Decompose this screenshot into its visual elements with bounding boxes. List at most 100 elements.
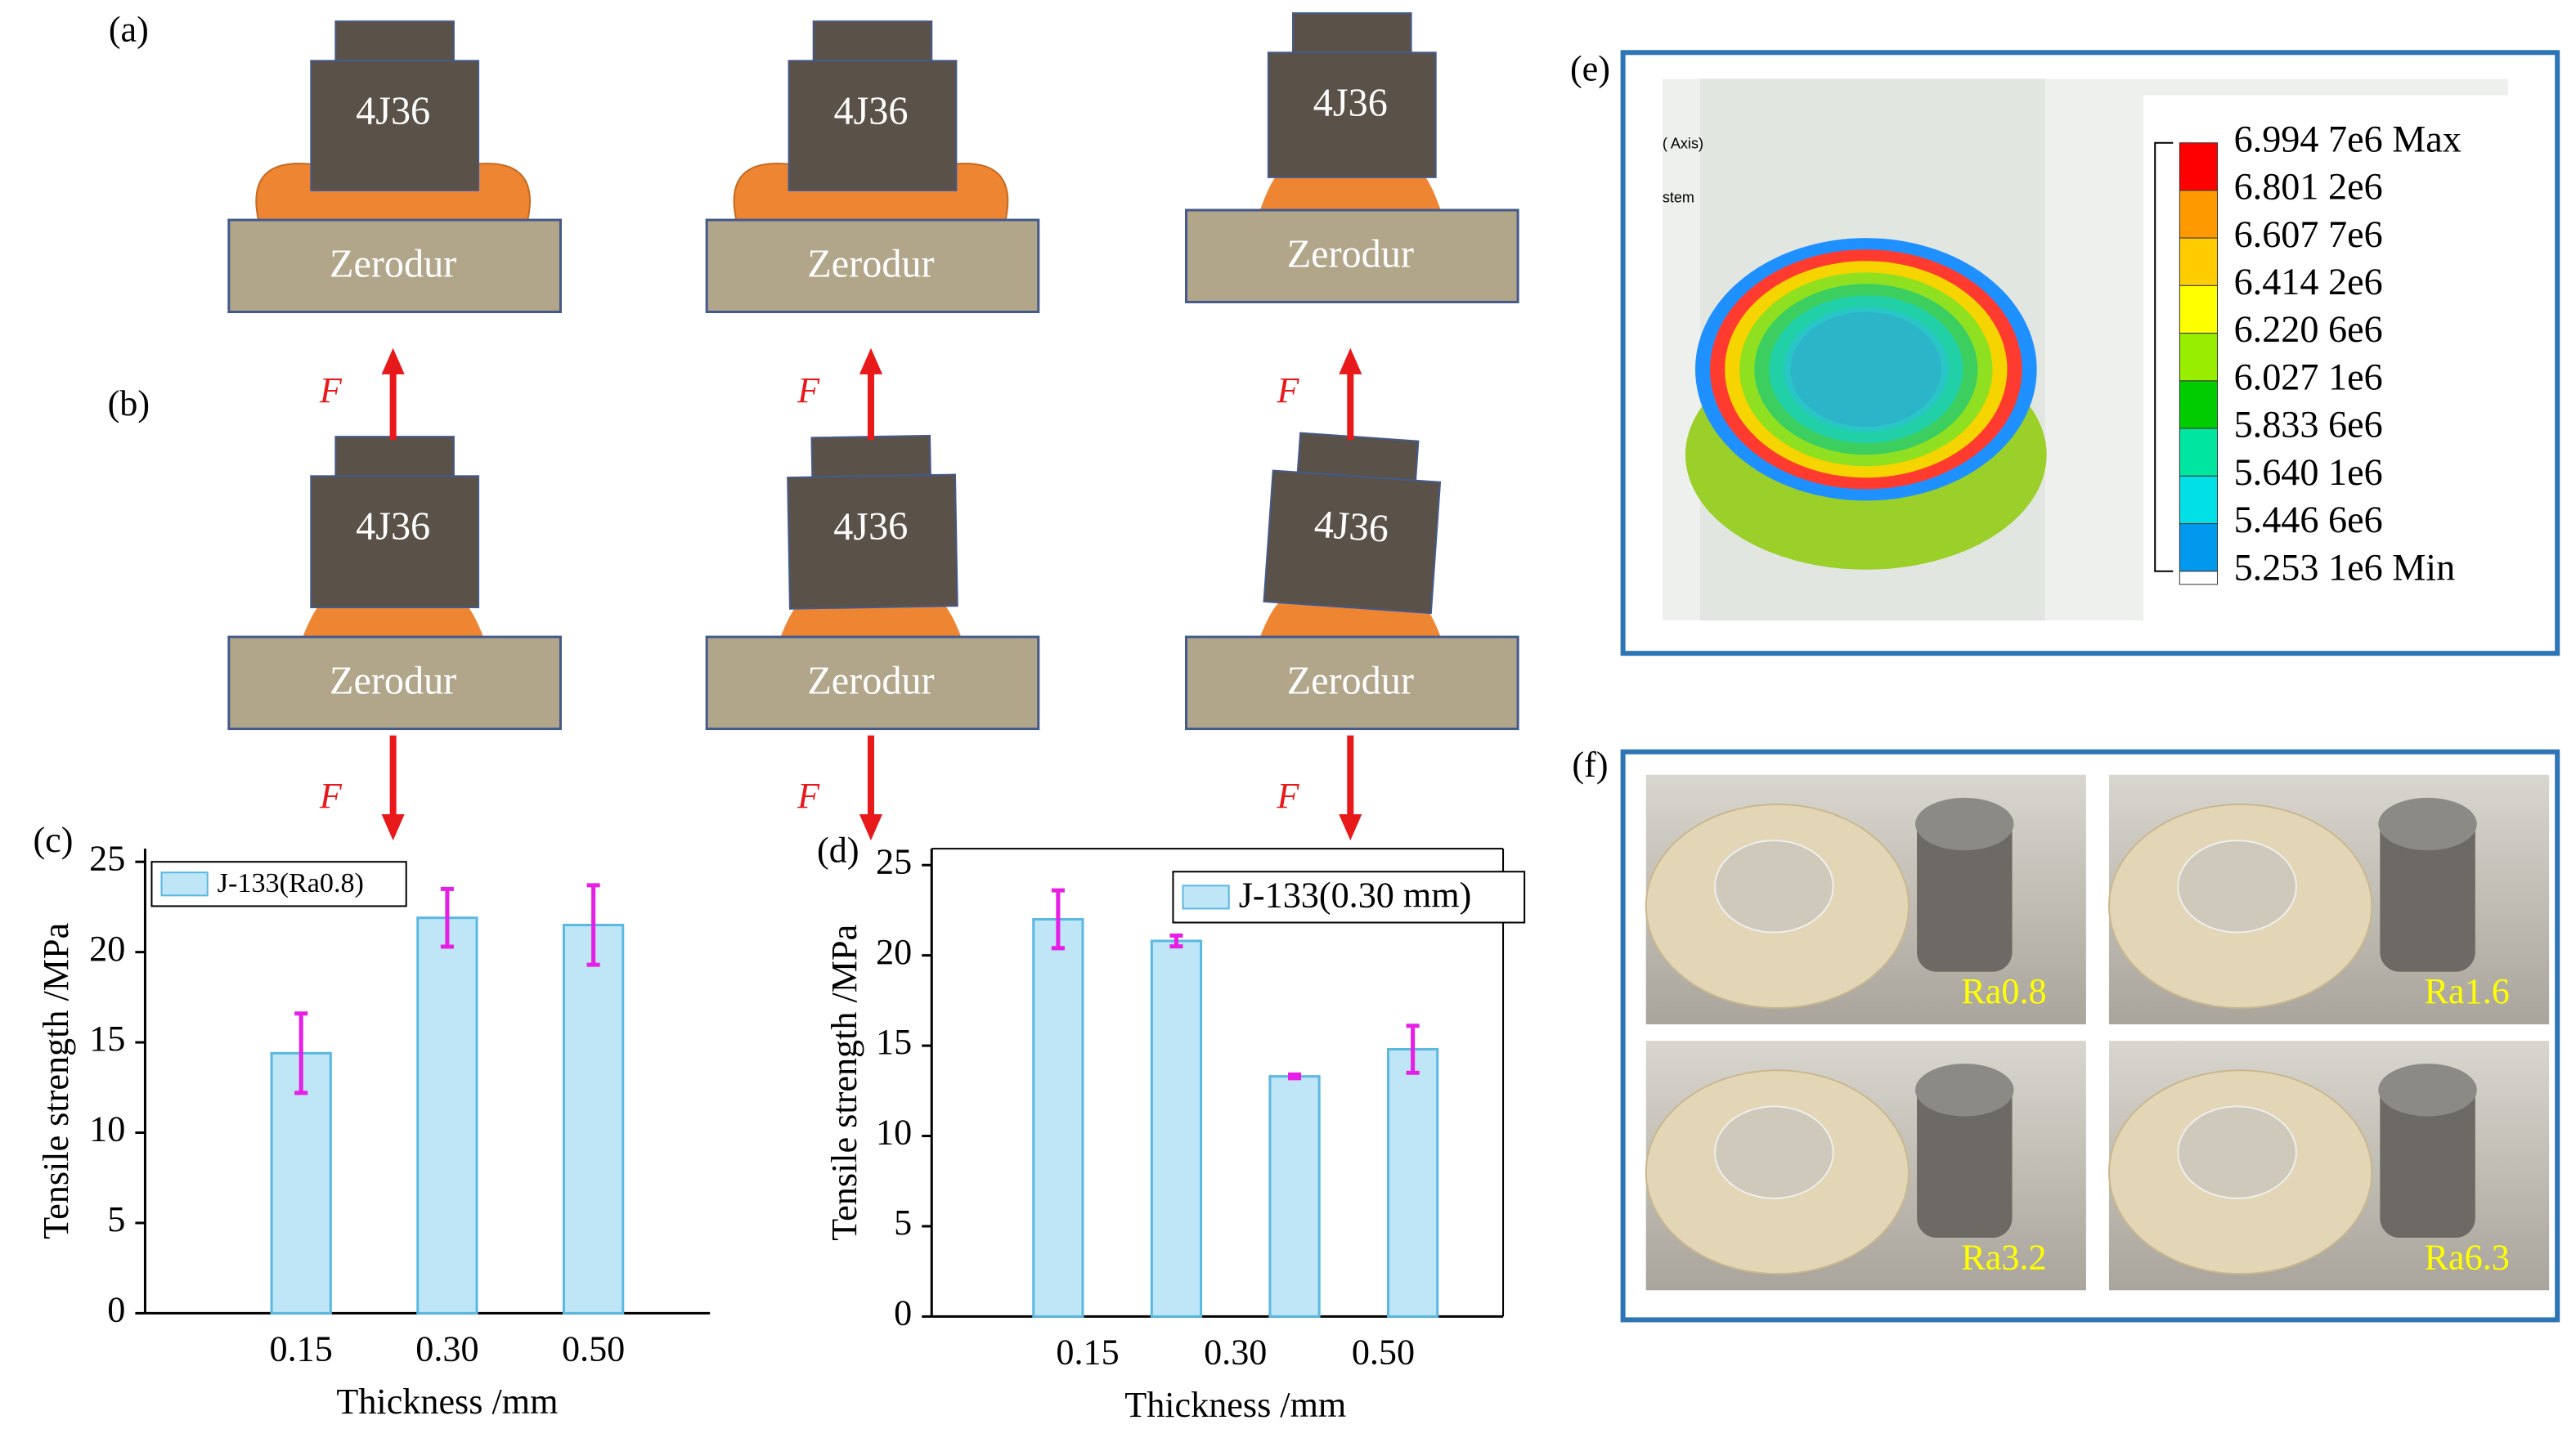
arrow-head bbox=[381, 813, 405, 841]
y-tick-label: 0 bbox=[107, 1290, 125, 1330]
panel-frame bbox=[1620, 749, 2560, 1323]
y-tick-label: 15 bbox=[89, 1019, 125, 1059]
bond-area bbox=[2177, 1105, 2297, 1199]
bar bbox=[562, 923, 625, 1315]
level-label: 5.833 6e6 bbox=[2234, 404, 2383, 446]
x-axis-label: Thickness /mm bbox=[336, 1382, 558, 1422]
cap bbox=[334, 20, 455, 62]
4j36-label: 4J36 bbox=[356, 90, 430, 133]
4j36-block bbox=[310, 60, 480, 191]
x-tick-label: 0.50 bbox=[562, 1329, 625, 1369]
arrow-head bbox=[381, 347, 405, 374]
panel-label: (c) bbox=[33, 820, 73, 860]
color-swatch bbox=[2179, 571, 2219, 585]
zerodur-block bbox=[227, 218, 562, 314]
x-axis-label: Thickness /mm bbox=[1124, 1385, 1346, 1425]
4j36-label: 4J36 bbox=[356, 505, 430, 549]
photo-label: Ra3.2 bbox=[1961, 1237, 2046, 1277]
metal-cylinder bbox=[2380, 1073, 2475, 1239]
upper-part: 4J36 bbox=[310, 20, 480, 191]
bar bbox=[1032, 917, 1084, 1318]
diagram: Zerodur 4J36 bbox=[227, 436, 562, 731]
level-label: 6.027 1e6 bbox=[2234, 356, 2383, 397]
zerodur-label: Zerodur bbox=[807, 659, 934, 702]
panel-label: (f) bbox=[1572, 745, 1608, 785]
diagram: Zerodur 4J36 bbox=[1184, 12, 1519, 303]
level-label: 6.220 6e6 bbox=[2234, 308, 2383, 350]
color-swatch bbox=[2179, 284, 2219, 334]
color-swatch bbox=[2179, 428, 2219, 477]
legend-swatch bbox=[160, 871, 209, 897]
level-label: 6.607 7e6 bbox=[2234, 213, 2383, 255]
bar bbox=[270, 1051, 332, 1315]
color-swatch bbox=[2179, 380, 2219, 429]
legend-swatch bbox=[1182, 885, 1230, 910]
diagram: Zerodur 4J36 bbox=[1184, 432, 1519, 731]
legend-box bbox=[1172, 871, 1526, 924]
photo-label: Ra1.6 bbox=[2425, 971, 2510, 1011]
bar bbox=[1268, 1075, 1321, 1318]
4j36-label: 4J36 bbox=[833, 504, 909, 549]
system-text: stem bbox=[1663, 190, 1694, 206]
disk-center bbox=[1790, 311, 1942, 428]
legend-label: J-133(Ra0.8) bbox=[218, 868, 364, 898]
y-axis-label: Tensile strength /MPa bbox=[36, 923, 76, 1239]
metal-cylinder bbox=[1917, 807, 2013, 972]
level-label: 6.801 2e6 bbox=[2234, 166, 2383, 208]
zerodur-label: Zerodur bbox=[807, 242, 934, 285]
color-swatch bbox=[2179, 237, 2219, 286]
y-tick-label: 15 bbox=[876, 1022, 912, 1062]
force-label: F bbox=[797, 370, 820, 410]
cap bbox=[1292, 12, 1412, 54]
arrow-head bbox=[1339, 347, 1362, 374]
panel-label: (e) bbox=[1570, 48, 1610, 88]
solder bbox=[303, 600, 484, 638]
4j36-block bbox=[1263, 469, 1442, 615]
zerodur-block bbox=[227, 635, 562, 731]
cylinder-top bbox=[2378, 1064, 2477, 1117]
cap bbox=[334, 436, 455, 477]
panel-label: (b) bbox=[108, 383, 150, 423]
x-tick-label: 0.15 bbox=[270, 1329, 333, 1369]
4j36-label: 4J36 bbox=[1313, 503, 1390, 551]
level-label: 5.446 6e6 bbox=[2234, 499, 2383, 540]
cap bbox=[810, 434, 931, 478]
zerodur-block bbox=[1184, 635, 1519, 731]
y-tick-label: 5 bbox=[107, 1199, 125, 1239]
upper-part: 4J36 bbox=[1263, 432, 1442, 615]
diagram: Zerodur 4J36 bbox=[705, 434, 1040, 731]
y-tick-label: 0 bbox=[894, 1293, 912, 1333]
arrow-head bbox=[859, 813, 883, 841]
level-label: 5.640 1e6 bbox=[2234, 451, 2383, 493]
upper-part: 4J36 bbox=[310, 436, 480, 608]
metal-cylinder bbox=[2380, 807, 2475, 972]
x-tick-label: 0.15 bbox=[1056, 1333, 1119, 1373]
solder bbox=[1259, 170, 1441, 211]
zerodur-block bbox=[705, 635, 1040, 731]
zerodur-label: Zerodur bbox=[330, 659, 456, 702]
x-tick-label: 0.50 bbox=[1352, 1333, 1415, 1373]
color-swatch bbox=[2179, 523, 2219, 572]
level-label: 6.994 7e6 Max bbox=[2234, 118, 2462, 159]
color-swatch bbox=[2179, 142, 2219, 191]
y-tick-label: 5 bbox=[894, 1203, 912, 1243]
y-tick-label: 25 bbox=[876, 841, 912, 881]
photo-label: Ra6.3 bbox=[2425, 1237, 2510, 1277]
bar bbox=[416, 916, 478, 1315]
arrow-head bbox=[1339, 813, 1362, 841]
zerodur-block bbox=[705, 218, 1040, 314]
4j36-block bbox=[787, 473, 958, 610]
legend-bracket bbox=[2154, 141, 2174, 572]
4j36-block bbox=[310, 475, 480, 608]
color-swatch bbox=[2179, 333, 2219, 382]
level-label: 6.414 2e6 bbox=[2234, 261, 2383, 302]
4j36-label: 4J36 bbox=[833, 90, 908, 133]
arrow-head bbox=[859, 347, 883, 374]
4j36-block bbox=[1267, 52, 1437, 178]
legend-label: J-133(0.30 mm) bbox=[1239, 876, 1472, 916]
panel-frame bbox=[1620, 50, 2560, 656]
color-swatch bbox=[2179, 190, 2219, 239]
y-axis-label: Tensile strength /MPa bbox=[824, 925, 864, 1241]
4j36-block bbox=[788, 60, 958, 191]
